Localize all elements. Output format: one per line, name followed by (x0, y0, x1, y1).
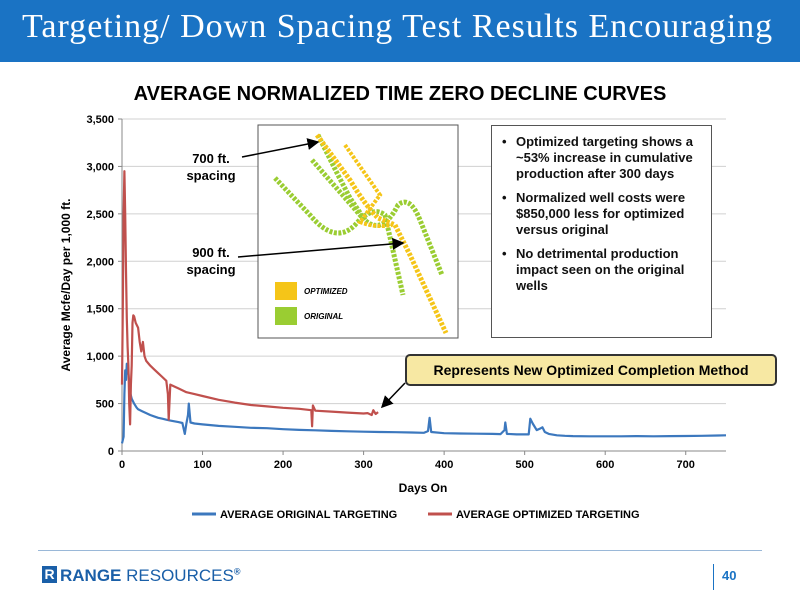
tick-labels: 0 500 1,000 1,500 2,000 2,500 3,000 3,500 0 100 20… (86, 114, 694, 471)
x-tick-label: 0 (119, 459, 125, 471)
well-diagram-frame (257, 124, 459, 339)
company-logo: R RANGE RESOURCES® (42, 566, 240, 586)
y-tick-label: 2,500 (86, 209, 114, 221)
original-swatch (275, 307, 297, 325)
legend-label-optimized: AVERAGE OPTIMIZED TARGETING (456, 509, 640, 521)
callout-arrow (380, 382, 406, 409)
well-diagram: OPTIMIZED ORIGINAL (257, 124, 459, 339)
y-tick-label: 500 (96, 399, 114, 411)
brand-name-rest: RESOURCES (121, 566, 234, 585)
x-tick-label: 600 (596, 459, 614, 471)
finding-item: No detrimental production impact seen on… (502, 246, 703, 294)
slide-title: Targeting/ Down Spacing Test Results Enc… (22, 8, 774, 45)
y-tick-label: 2,000 (86, 256, 114, 268)
x-tick-label: 300 (354, 459, 372, 471)
y-tick-label: 3,000 (86, 161, 114, 173)
x-axis-label: Days On (399, 481, 448, 495)
page-number-divider (713, 564, 714, 590)
legend: AVERAGE ORIGINAL TARGETING AVERAGE OPTIM… (192, 509, 640, 521)
x-tick-label: 200 (274, 459, 292, 471)
optimized-swatch (275, 282, 297, 300)
original-lateral (310, 158, 445, 276)
series-line-original (120, 362, 727, 444)
y-axis-label: Average Mcfe/Day per 1,000 ft. (59, 199, 73, 372)
findings-box: Optimized targeting shows a ~53% increas… (491, 125, 712, 338)
brand-name-bold: RANGE (60, 566, 122, 585)
x-tick-label: 400 (435, 459, 453, 471)
series-lines (120, 170, 727, 444)
series-line-optimized (120, 170, 379, 428)
spacing-label-900: 900 ft. spacing (186, 245, 236, 277)
original-legend-label: ORIGINAL (304, 312, 343, 321)
finding-item: Normalized well costs were $850,000 less… (502, 190, 703, 238)
title-bar: Targeting/ Down Spacing Test Results Enc… (0, 0, 800, 62)
chart-title: AVERAGE NORMALIZED TIME ZERO DECLINE CUR… (133, 83, 667, 105)
y-tick-label: 1,000 (86, 351, 114, 363)
x-tick-label: 500 (515, 459, 533, 471)
y-tick-label: 1,500 (86, 304, 114, 316)
footer-divider (38, 550, 762, 551)
optimized-method-callout: Represents New Optimized Completion Meth… (405, 354, 777, 386)
optimized-lateral (314, 133, 449, 335)
original-lateral (315, 133, 368, 222)
legend-label-original: AVERAGE ORIGINAL TARGETING (220, 509, 397, 521)
x-tick-label: 700 (677, 459, 695, 471)
optimized-legend-label: OPTIMIZED (304, 287, 348, 296)
finding-item: Optimized targeting shows a ~53% increas… (502, 134, 703, 182)
arrow-900 (237, 237, 405, 258)
brand-reg: ® (233, 566, 241, 577)
x-tick-label: 100 (193, 459, 211, 471)
spacing-label-700: 700 ft. spacing (186, 151, 236, 183)
y-tick-label: 3,500 (86, 114, 114, 126)
y-tick-label: 0 (108, 446, 114, 458)
optimized-lateral (343, 143, 393, 228)
arrow-700 (241, 138, 320, 158)
page-number: 40 (722, 568, 737, 583)
original-lateral (273, 176, 406, 296)
logo-mark-icon: R (42, 566, 57, 583)
